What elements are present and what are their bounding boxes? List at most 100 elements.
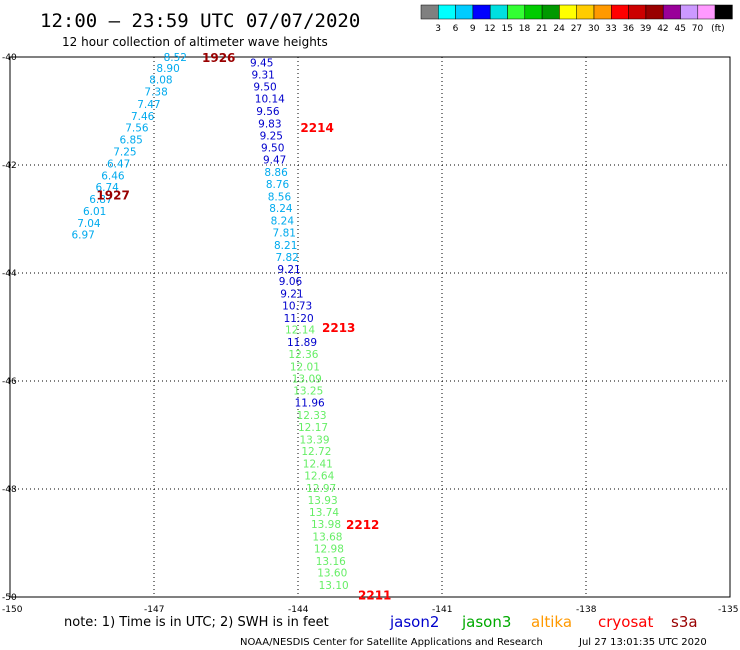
colorbar-label: 45 — [675, 24, 686, 34]
wave-height-value: 12.01 — [290, 361, 320, 373]
lat-tick-label: -44 — [2, 269, 17, 279]
color-swatch — [455, 4, 474, 20]
colorbar-label: 33 — [605, 24, 616, 34]
colorbar-label: 12 — [484, 24, 495, 34]
colorbar-label: 30 — [588, 24, 600, 34]
wave-height-value: 9.56 — [256, 106, 280, 118]
wave-height-value: 12.64 — [304, 471, 334, 483]
colorbar-unit: (ft) — [711, 24, 725, 34]
wave-height-value: 9.21 — [277, 264, 300, 276]
color-swatch — [697, 4, 716, 20]
wave-height-value: 11.20 — [284, 313, 314, 325]
wave-height-value: 12.97 — [306, 483, 336, 495]
wave-height-value: 13.60 — [317, 568, 347, 580]
wave-height-value: 13.16 — [316, 556, 346, 568]
wave-height-value: 6.74 — [95, 182, 119, 194]
lon-tick-label: -138 — [576, 605, 597, 615]
legend-s3a: s3a — [671, 613, 698, 631]
wave-height-value: 7.47 — [137, 99, 160, 111]
wave-height-value: 8.08 — [149, 75, 172, 87]
wave-height-value: 9.50 — [253, 82, 276, 94]
axis-ticks: -40 -42 -44 -46 -48 -50 -150 -147 -144 -141 -138 -1… — [2, 53, 738, 615]
colorbar-label: 9 — [470, 24, 476, 34]
color-swatch — [628, 4, 647, 20]
satellite-tracks: 8.528.908.087.387.477.467.566.857.256.47… — [71, 51, 391, 602]
colorbar-label: 24 — [553, 24, 565, 34]
wave-height-value: 9.06 — [279, 276, 303, 288]
wave-height-value: 13.98 — [311, 519, 341, 531]
lat-tick-label: -42 — [2, 161, 17, 171]
lon-tick-label: -141 — [432, 605, 452, 615]
lat-lon-grid — [10, 57, 730, 597]
wave-height-value: 9.83 — [258, 118, 281, 130]
wave-height-value: 9.21 — [280, 289, 303, 301]
wave-height-value: 8.24 — [269, 203, 293, 215]
wave-height-value: 13.10 — [319, 580, 349, 592]
color-swatch — [472, 4, 491, 20]
color-scale-bar: 3 6 9 12 15 18 21 24 27 30 33 36 39 42 45 70 (ft) — [420, 4, 733, 34]
wave-height-value: 8.90 — [156, 63, 179, 75]
colorbar-label: 39 — [640, 24, 652, 34]
color-swatch — [489, 4, 508, 20]
wave-height-value: 8.76 — [266, 179, 290, 191]
wave-height-value: 8.86 — [264, 167, 288, 179]
wave-height-value: 9.45 — [250, 57, 273, 69]
wave-height-value: 12.36 — [288, 349, 318, 361]
color-swatch — [438, 4, 456, 20]
wave-height-value: 6.97 — [71, 230, 94, 242]
pass-time-label: 1926 — [202, 51, 235, 65]
legend-cryosat: cryosat — [598, 613, 653, 631]
wave-height-value: 13.25 — [293, 386, 323, 398]
wave-height-value: 7.04 — [77, 218, 101, 230]
wave-height-value: 8.52 — [164, 52, 187, 64]
wave-height-value: 9.25 — [260, 130, 283, 142]
lat-tick-label: -40 — [2, 53, 17, 63]
wave-height-value: 6.01 — [83, 206, 106, 218]
wave-height-value: 8.56 — [268, 191, 292, 203]
wave-height-value: 12.41 — [303, 459, 333, 471]
wave-height-value: 7.25 — [113, 147, 136, 159]
units-note: note: 1) Time is in UTC; 2) SWH is in fe… — [64, 615, 329, 630]
color-swatch — [662, 4, 681, 20]
color-swatch — [576, 4, 595, 20]
satellite-legend: jason2 jason3 altika cryosat s3a — [389, 613, 698, 631]
color-swatch — [541, 4, 560, 20]
wave-height-value: 10.73 — [282, 300, 312, 312]
lon-tick-label: -135 — [718, 605, 738, 615]
colorbar-label: 21 — [536, 24, 547, 34]
wave-height-value: 11.96 — [295, 398, 325, 410]
colorbar-label: 27 — [571, 24, 582, 34]
color-swatch — [714, 4, 733, 20]
colorbar-label: 6 — [453, 24, 459, 34]
colorbar-label: 3 — [435, 24, 441, 34]
color-swatch — [559, 4, 577, 20]
wave-height-value: 9.47 — [263, 155, 286, 167]
pass-time-label: 2211 — [358, 588, 391, 602]
colorbar-label: 42 — [657, 24, 668, 34]
wave-height-value: 9.50 — [261, 143, 284, 155]
wave-height-value: 13.39 — [299, 434, 329, 446]
color-swatch — [645, 4, 664, 20]
wave-height-value: 12.33 — [297, 410, 327, 422]
lat-tick-label: -50 — [2, 593, 17, 603]
colorbar-label: 15 — [502, 24, 513, 34]
wave-height-value: 6.85 — [119, 135, 142, 147]
wave-height-value: 13.68 — [312, 532, 342, 544]
lat-tick-label: -46 — [2, 377, 17, 387]
wave-height-value: 13.74 — [309, 507, 339, 519]
wave-height-value: 13.09 — [292, 373, 322, 385]
wave-height-value: 7.82 — [275, 252, 298, 264]
wave-height-value: 12.72 — [301, 446, 331, 458]
color-swatch — [680, 4, 699, 20]
lon-tick-label: -144 — [288, 605, 309, 615]
color-swatch — [507, 4, 526, 20]
pass-time-label: 2214 — [300, 121, 333, 135]
wave-height-value: 12.14 — [285, 325, 315, 337]
wave-height-value: 12.98 — [314, 543, 344, 555]
wave-height-value: 13.93 — [308, 495, 338, 507]
wave-height-value: 6.46 — [101, 170, 125, 182]
wave-height-value: 10.14 — [255, 94, 285, 106]
credit-line: NOAA/NESDIS Center for Satellite Applica… — [240, 637, 543, 648]
legend-jason2: jason2 — [389, 613, 439, 631]
wave-height-value: 7.38 — [144, 87, 167, 99]
